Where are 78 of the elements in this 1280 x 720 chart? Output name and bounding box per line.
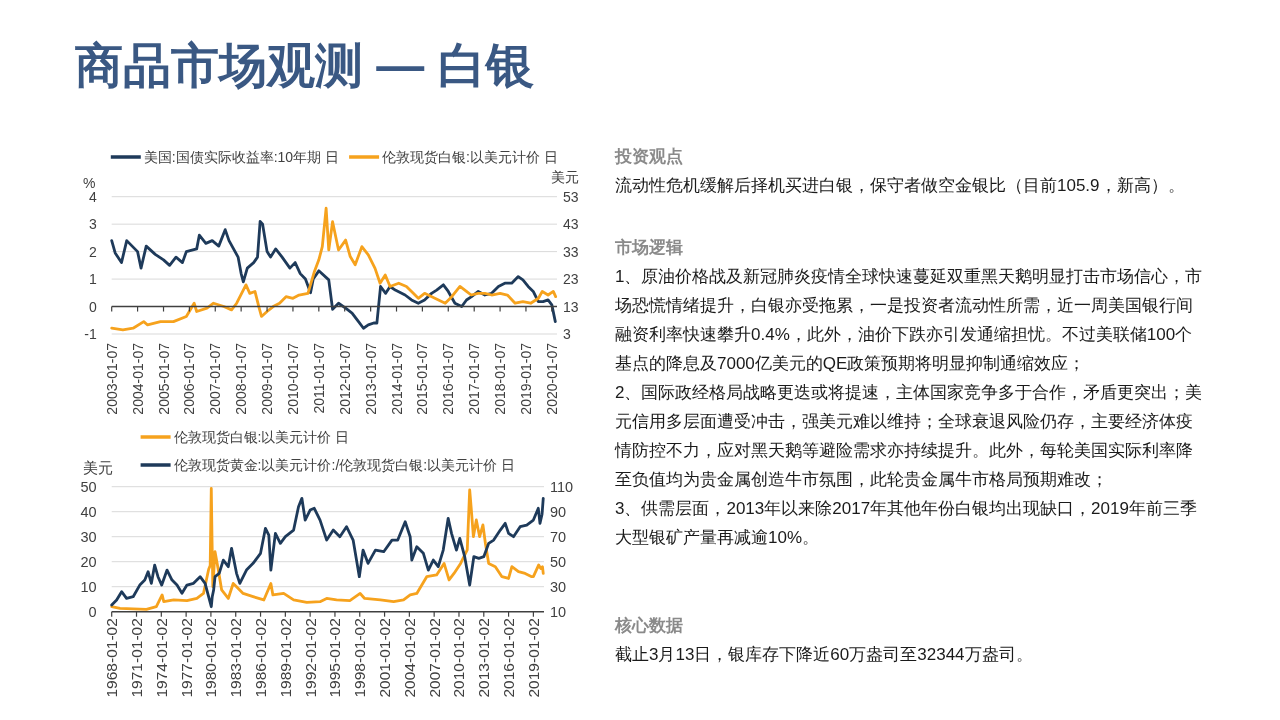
- text: 2、国际政经格局战略更迭或将提速，主体国家竞争多于合作，矛盾更突出；美元信用多层面遭受冲击，强美元难以维持；全球衰退风险仍存，主要经济体疫情防控不力，应对黑天鹅等避险需求亦持续提升。此外，每轮美国实际利率降至负值均为贵金属创造牛市氛围，此轮贵金属牛市格局预期难改；: [615, 382, 1204, 491]
- x-tick-label: 1983-01-02: [227, 618, 245, 698]
- y2-tick-label: 33: [563, 243, 579, 260]
- y2-tick-label: 53: [563, 188, 579, 205]
- y2-axis-title: 美元: [551, 169, 579, 185]
- x-tick-label: 2004-01-02: [400, 618, 418, 698]
- y2-tick-label: 13: [563, 298, 579, 315]
- x-tick-label: 2010-01-07: [284, 342, 301, 415]
- y2-tick-label: 23: [563, 271, 579, 288]
- text: 流动性危机缓解后择机买进白银，保守者做空金银比（目前105.9，新高）。: [615, 175, 1186, 197]
- x-tick-label: 2013-01-07: [362, 342, 379, 415]
- text: 1、原油价格战及新冠肺炎疫情全球快速蔓延双重黑天鹅明显打击市场信心，市场恐慌情绪提升，白银亦受拖累，一是投资者流动性所需，近一周美国银行间融资利率快速攀升0.4%，此外，油价下跌亦引发通缩担忧。不过美联储100个基点的降息及7000亿美元的QE政策预期将明显抑制通缩效应；: [615, 266, 1204, 375]
- legend-item: 伦敦现货白银:以美元计价 日: [140, 430, 350, 445]
- x-tick-label: 2018-01-07: [492, 342, 509, 415]
- y2-tick-label: 30: [550, 578, 567, 595]
- y2-tick-label: 70: [550, 528, 567, 545]
- text: 商品市场观测 — 白银: [75, 38, 534, 94]
- x-tick-label: 2007-01-02: [425, 618, 443, 698]
- x-tick-label: 2004-01-07: [129, 342, 146, 415]
- legend-item: 伦敦现货黄金:以美元计价:/伦敦现货白银:以美元计价 日: [140, 457, 516, 473]
- x-tick-label: 1989-01-02: [276, 618, 294, 698]
- y2-tick-label: 43: [563, 216, 579, 233]
- legend-label: 伦敦现货白银:以美元计价 日: [173, 429, 350, 445]
- y-tick-label: 3: [88, 216, 97, 233]
- x-tick-label: 2019-01-07: [517, 342, 534, 415]
- y2-tick-label: 10: [550, 603, 567, 620]
- x-tick-label: 1992-01-02: [301, 618, 319, 698]
- x-tick-label: 2016-01-02: [500, 618, 518, 698]
- text: 3、供需层面，2013年以来除2017年其他年份白银均出现缺口，2019年前三季大型银矿产量再减逾10%。: [615, 498, 1198, 549]
- y-tick-label: 30: [80, 528, 97, 545]
- y-tick-label: 10: [80, 578, 97, 595]
- y-tick-label: 50: [80, 478, 97, 495]
- x-tick-label: 2009-01-07: [259, 342, 276, 415]
- x-tick-label: 2017-01-07: [466, 342, 483, 415]
- x-tick-label: 2016-01-07: [440, 342, 457, 415]
- y2-tick-label: 110: [550, 478, 574, 495]
- y-tick-label: 2: [88, 243, 97, 260]
- x-tick-label: 1971-01-02: [128, 618, 146, 698]
- legend-label: 伦敦现货白银:以美元计价 日: [382, 149, 558, 165]
- y-axis-title: 美元: [83, 460, 113, 476]
- x-tick-label: 1980-01-02: [202, 618, 220, 698]
- legend-item: 伦敦现货白银:以美元计价 日: [349, 149, 558, 165]
- x-tick-label: 2015-01-07: [414, 342, 431, 415]
- x-tick-label: 2014-01-07: [388, 342, 405, 415]
- y-axis-title: %: [83, 175, 96, 191]
- text: 投资观点: [615, 146, 684, 168]
- text: 截止3月13日，银库存下降近60万盎司至32344万盎司。: [615, 644, 1034, 666]
- y-tick-label: 0: [88, 298, 97, 315]
- x-tick-label: 1986-01-02: [252, 618, 270, 698]
- x-tick-label: 2020-01-07: [543, 342, 560, 415]
- x-tick-label: 2010-01-02: [450, 618, 468, 698]
- x-tick-label: 1998-01-02: [351, 618, 369, 698]
- y2-tick-label: 50: [550, 553, 567, 570]
- x-tick-label: 1977-01-02: [177, 618, 195, 698]
- x-tick-label: 2003-01-07: [103, 342, 120, 415]
- y2-tick-label: 90: [550, 503, 567, 520]
- x-tick-label: 2019-01-02: [524, 618, 542, 698]
- y-tick-label: 40: [80, 503, 97, 520]
- y-tick-label: 20: [80, 553, 97, 570]
- x-tick-label: 1995-01-02: [326, 618, 344, 698]
- x-tick-label: 1974-01-02: [152, 618, 170, 698]
- y-tick-label: -1: [84, 326, 97, 342]
- y-tick-label: 1: [88, 271, 97, 288]
- x-tick-label: 2011-01-07: [310, 342, 327, 414]
- x-tick-label: 2013-01-02: [475, 618, 493, 698]
- y-tick-label: 0: [88, 603, 97, 620]
- x-tick-label: 2006-01-07: [181, 342, 198, 415]
- x-tick-label: 2005-01-07: [155, 342, 172, 415]
- x-tick-label: 2012-01-07: [336, 342, 353, 415]
- x-tick-label: 2007-01-07: [207, 342, 224, 415]
- text: 核心数据: [615, 615, 684, 637]
- x-tick-label: 2008-01-07: [233, 342, 250, 415]
- text: 市场逻辑: [615, 237, 684, 259]
- x-tick-label: 2001-01-02: [376, 618, 394, 698]
- y-tick-label: 4: [88, 188, 97, 205]
- x-tick-label: 1968-01-02: [103, 618, 121, 698]
- y2-tick-label: 3: [563, 326, 571, 342]
- legend-item: 美国:国债实际收益率:10年期 日: [110, 149, 340, 165]
